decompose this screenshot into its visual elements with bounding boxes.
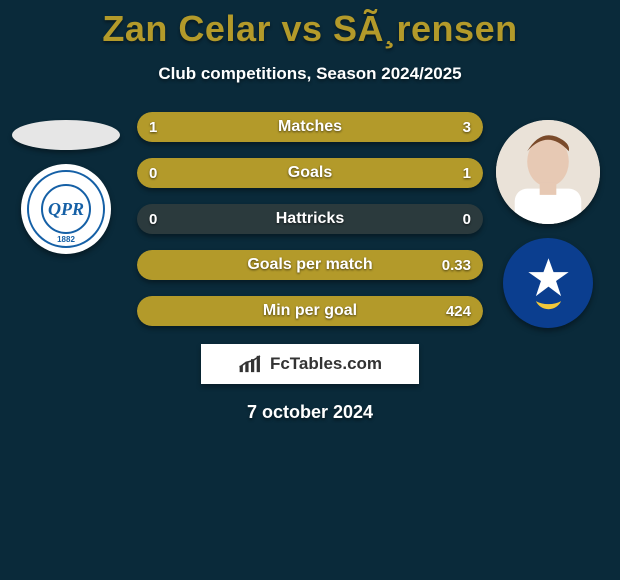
stat-right-value: 0 bbox=[463, 211, 471, 228]
stat-right-value: 3 bbox=[463, 119, 471, 136]
watermark: FcTables.com bbox=[201, 344, 419, 384]
stat-row: 1Matches3 bbox=[137, 112, 483, 142]
stat-row: Goals per match0.33 bbox=[137, 250, 483, 280]
stat-label: Goals per match bbox=[137, 256, 483, 274]
stat-right-value: 0.33 bbox=[442, 257, 471, 274]
stat-right-value: 1 bbox=[463, 165, 471, 182]
stat-label: Hattricks bbox=[137, 210, 483, 228]
stat-label: Matches bbox=[137, 118, 483, 136]
page-subtitle: Club competitions, Season 2024/2025 bbox=[0, 64, 620, 84]
watermark-chart-icon bbox=[238, 354, 264, 374]
date-text: 7 october 2024 bbox=[0, 402, 620, 423]
stat-row: 0Goals1 bbox=[137, 158, 483, 188]
stat-label: Min per goal bbox=[137, 302, 483, 320]
stat-label: Goals bbox=[137, 164, 483, 182]
stat-right-value: 424 bbox=[446, 303, 471, 320]
crest-monogram: QPR bbox=[48, 200, 84, 218]
stat-row: 0Hattricks0 bbox=[137, 204, 483, 234]
page-title: Zan Celar vs SÃ¸rensen bbox=[0, 0, 620, 50]
watermark-text: FcTables.com bbox=[270, 354, 382, 374]
stat-row: Min per goal424 bbox=[137, 296, 483, 326]
comparison-bars: 1Matches30Goals10Hattricks0Goals per mat… bbox=[0, 112, 620, 326]
